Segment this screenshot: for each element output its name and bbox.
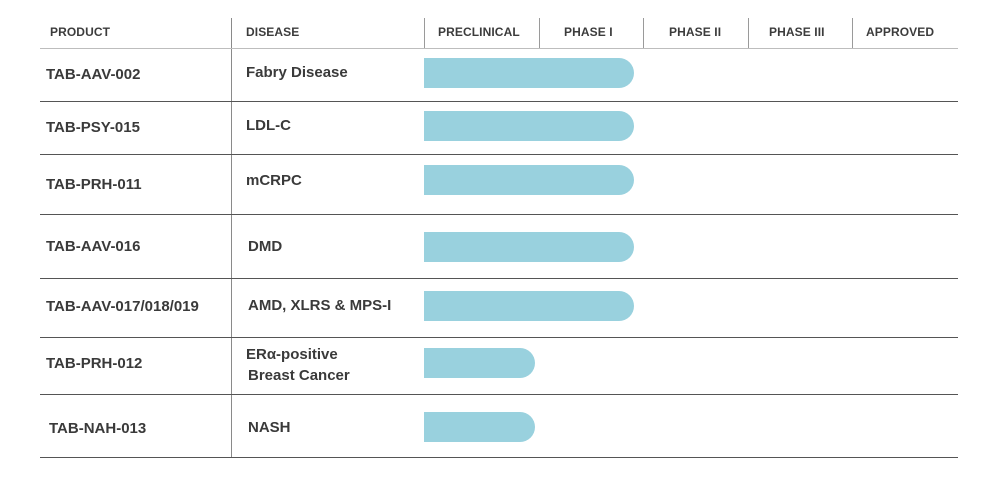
header-divider <box>539 18 540 48</box>
disease-label: NASH <box>248 419 291 436</box>
disease-label: AMD, XLRS & MPS-I <box>248 297 392 314</box>
disease-label: DMD <box>248 238 283 255</box>
disease-label: ERα-positive <box>246 346 338 363</box>
row-divider <box>40 101 958 102</box>
phase-header-phase-1: PHASE I <box>564 25 613 39</box>
disease-label-line-2: Breast Cancer <box>248 367 350 384</box>
header-divider <box>643 18 644 48</box>
row-divider <box>40 154 958 155</box>
header-product: PRODUCT <box>50 25 111 39</box>
product-label: TAB-PRH-012 <box>46 355 143 372</box>
row-divider <box>40 214 958 215</box>
progress-bar <box>424 111 634 141</box>
row-divider <box>40 394 958 395</box>
disease-label: mCRPC <box>246 172 302 189</box>
row-divider <box>40 278 958 279</box>
header-disease: DISEASE <box>246 25 300 39</box>
product-label: TAB-NAH-013 <box>49 420 147 437</box>
product-label: TAB-PSY-015 <box>46 119 140 136</box>
progress-bar <box>424 232 634 262</box>
phase-header-approved: APPROVED <box>866 25 935 39</box>
phase-header-phase-2: PHASE II <box>669 25 722 39</box>
column-divider <box>231 18 232 458</box>
row-divider <box>40 457 958 458</box>
product-label: TAB-AAV-002 <box>46 66 141 83</box>
header-divider <box>852 18 853 48</box>
product-label: TAB-AAV-017/018/019 <box>46 298 199 315</box>
disease-label: Fabry Disease <box>246 64 348 81</box>
progress-bar <box>424 348 535 378</box>
header-divider <box>748 18 749 48</box>
progress-bar <box>424 58 634 88</box>
row-divider <box>40 337 958 338</box>
header-divider <box>424 18 425 48</box>
progress-bar <box>424 291 634 321</box>
header-rule <box>40 48 958 49</box>
progress-bar <box>424 412 535 442</box>
phase-header-phase-3: PHASE III <box>769 25 825 39</box>
phase-header-preclinical: PRECLINICAL <box>438 25 520 39</box>
progress-bar <box>424 165 634 195</box>
disease-label: LDL-C <box>246 117 291 134</box>
product-label: TAB-AAV-016 <box>46 238 141 255</box>
product-label: TAB-PRH-011 <box>46 176 142 193</box>
